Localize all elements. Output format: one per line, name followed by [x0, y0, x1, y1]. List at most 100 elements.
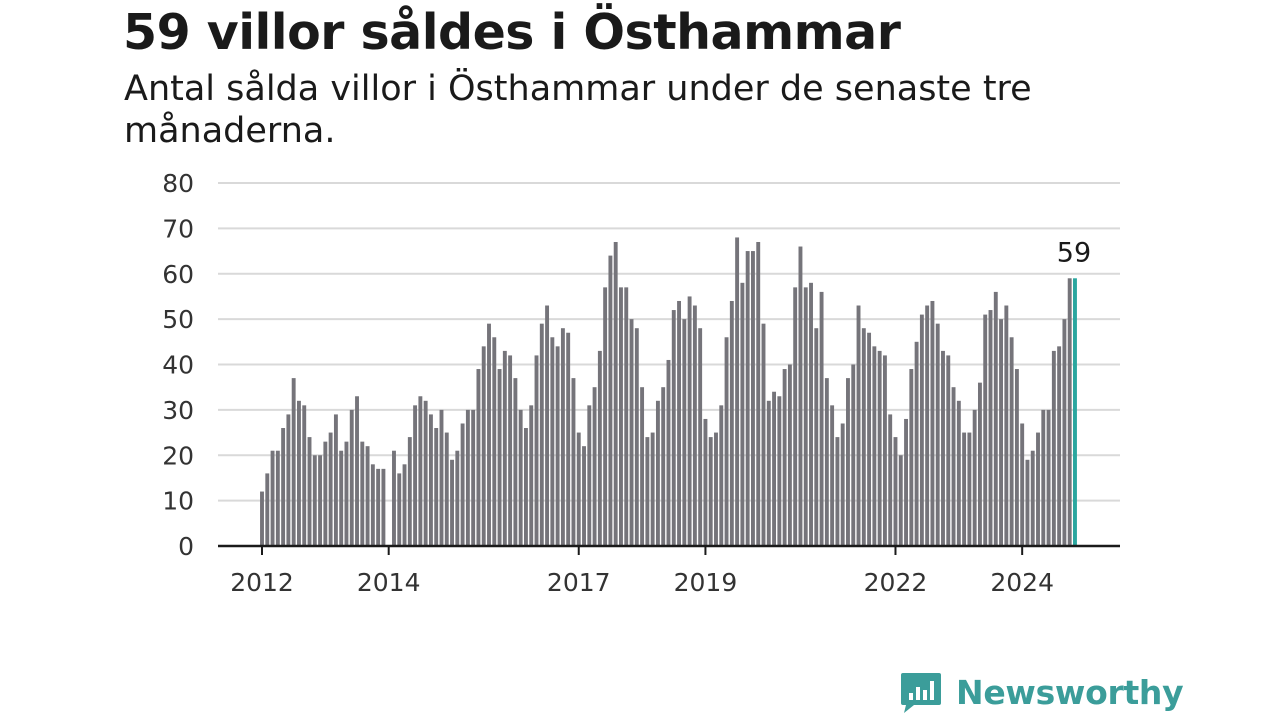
- bar: [360, 441, 365, 546]
- y-tick-label: 70: [162, 214, 194, 243]
- bar: [302, 405, 307, 546]
- bar: [703, 418, 708, 546]
- bar: [877, 350, 882, 546]
- bar: [893, 437, 898, 546]
- bar: [1004, 305, 1009, 546]
- bar: [1030, 450, 1035, 546]
- bar: [608, 255, 613, 546]
- bar: [339, 450, 344, 546]
- bar: [735, 237, 740, 546]
- bar: [782, 369, 787, 546]
- bar: [434, 428, 439, 546]
- bar: [450, 459, 454, 546]
- bar: [1041, 409, 1046, 547]
- bar: [487, 323, 491, 546]
- bar: [381, 468, 386, 546]
- bar: [260, 491, 264, 546]
- chart-subtitle: Antal sålda villor i Östhammar under de …: [124, 69, 1032, 151]
- bar: [502, 350, 507, 546]
- bar: [919, 314, 924, 546]
- bar: [787, 364, 792, 546]
- bar: [661, 387, 666, 546]
- bar: [603, 287, 608, 546]
- bar: [729, 300, 734, 546]
- bar: [835, 437, 840, 546]
- bar: [613, 241, 618, 547]
- bar: [545, 305, 550, 546]
- bar: [328, 432, 333, 546]
- bar: [830, 405, 835, 546]
- bar: [1046, 409, 1051, 547]
- bar: [777, 396, 782, 546]
- bar: [392, 450, 396, 546]
- bar: [582, 446, 586, 546]
- bar: [761, 323, 766, 546]
- bar: [291, 378, 296, 546]
- bar: [888, 414, 893, 546]
- bar: [1057, 346, 1062, 546]
- bar: [708, 437, 713, 546]
- bar: [275, 450, 280, 546]
- bar: [497, 369, 502, 546]
- bar: [999, 319, 1004, 547]
- bar-highlight: [1073, 278, 1077, 546]
- bar: [766, 400, 771, 546]
- bar: [1025, 459, 1030, 546]
- bar: [904, 418, 908, 546]
- bar: [824, 378, 829, 546]
- bar: [809, 282, 813, 546]
- bar: [402, 464, 407, 546]
- chart-title: 59 villor såldes i Östhammar: [123, 4, 901, 61]
- bar: [714, 432, 718, 546]
- bar: [355, 396, 359, 546]
- bar: [666, 359, 671, 546]
- y-tick-label: 10: [162, 487, 194, 516]
- y-tick-label: 60: [162, 260, 194, 289]
- bar: [439, 409, 444, 547]
- bar: [592, 387, 597, 546]
- y-tick-label: 30: [162, 396, 194, 425]
- bar: [566, 332, 571, 546]
- y-tick-label: 50: [162, 305, 194, 334]
- y-tick-label: 40: [162, 351, 194, 380]
- bar: [455, 450, 460, 546]
- bar: [1062, 319, 1067, 547]
- y-tick-label: 0: [178, 532, 194, 561]
- bar: [460, 423, 465, 546]
- bar: [724, 337, 729, 546]
- bar: [756, 241, 761, 547]
- bar: [323, 441, 328, 546]
- bar: [645, 437, 650, 546]
- x-tick-label: 2017: [547, 568, 611, 597]
- x-tick-label: 2019: [674, 568, 738, 597]
- bar: [513, 378, 518, 546]
- x-tick-label: 2022: [864, 568, 928, 597]
- bar: [286, 414, 291, 546]
- bar: [619, 287, 623, 546]
- bar: [1020, 423, 1025, 546]
- bar: [640, 387, 645, 546]
- bar: [307, 437, 312, 546]
- highlight-value-label: 59: [1057, 237, 1091, 268]
- bar: [962, 432, 967, 546]
- newsworthy-logo-text: Newsworthy: [956, 672, 1184, 712]
- bar: [740, 282, 745, 546]
- bar: [524, 428, 528, 546]
- bar: [861, 328, 866, 546]
- bar: [745, 251, 750, 546]
- bar: [629, 319, 634, 547]
- bar: [550, 337, 555, 546]
- bar: [677, 300, 681, 546]
- y-tick-label: 80: [162, 169, 194, 198]
- bar: [914, 341, 919, 546]
- x-tick-label: 2024: [990, 568, 1054, 597]
- bar: [909, 369, 914, 546]
- bar: [624, 287, 629, 546]
- bar: [560, 328, 565, 546]
- bar: [587, 405, 592, 546]
- bar: [508, 355, 513, 546]
- bar: [983, 314, 988, 546]
- bar: [993, 291, 998, 546]
- bar: [518, 409, 523, 547]
- bar: [682, 319, 687, 547]
